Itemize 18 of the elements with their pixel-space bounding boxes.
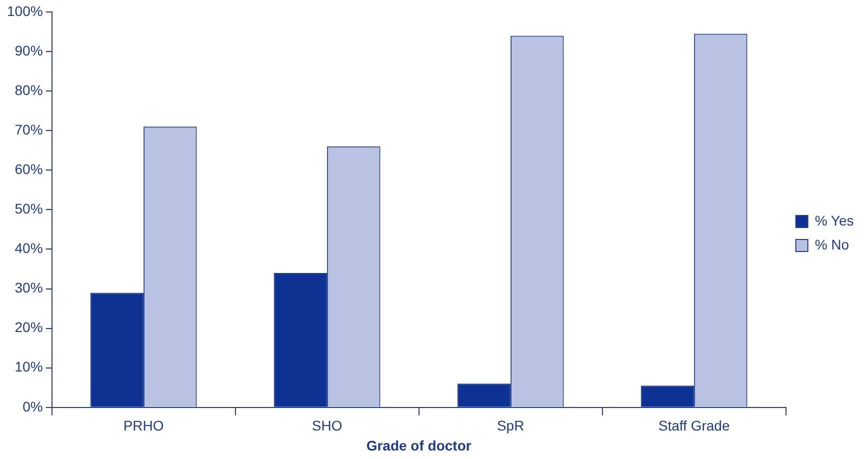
legend-label: % No: [814, 236, 850, 252]
y-tick-label: 100%: [6, 2, 43, 19]
y-tick-label: 30%: [14, 280, 43, 296]
y-tick-label: 70%: [14, 121, 43, 138]
y-tick-label: 0%: [22, 398, 43, 414]
y-tick-label: 80%: [14, 82, 43, 98]
y-tick-label: 20%: [14, 319, 43, 336]
y-tick-label: 10%: [14, 358, 43, 375]
y-tick-label: 40%: [14, 240, 43, 256]
legend-label: % Yes: [814, 212, 854, 228]
x-tick-label: SHO: [312, 418, 342, 434]
y-tick-label: 90%: [14, 42, 43, 58]
y-tick-label: 60%: [14, 161, 43, 178]
y-tick-label: 50%: [14, 200, 43, 217]
x-tick-label: PRHO: [123, 418, 164, 434]
x-tick-label: SpR: [496, 418, 524, 434]
x-axis-title: Grade of doctor: [366, 437, 472, 454]
x-tick-label: Staff Grade: [658, 418, 730, 434]
